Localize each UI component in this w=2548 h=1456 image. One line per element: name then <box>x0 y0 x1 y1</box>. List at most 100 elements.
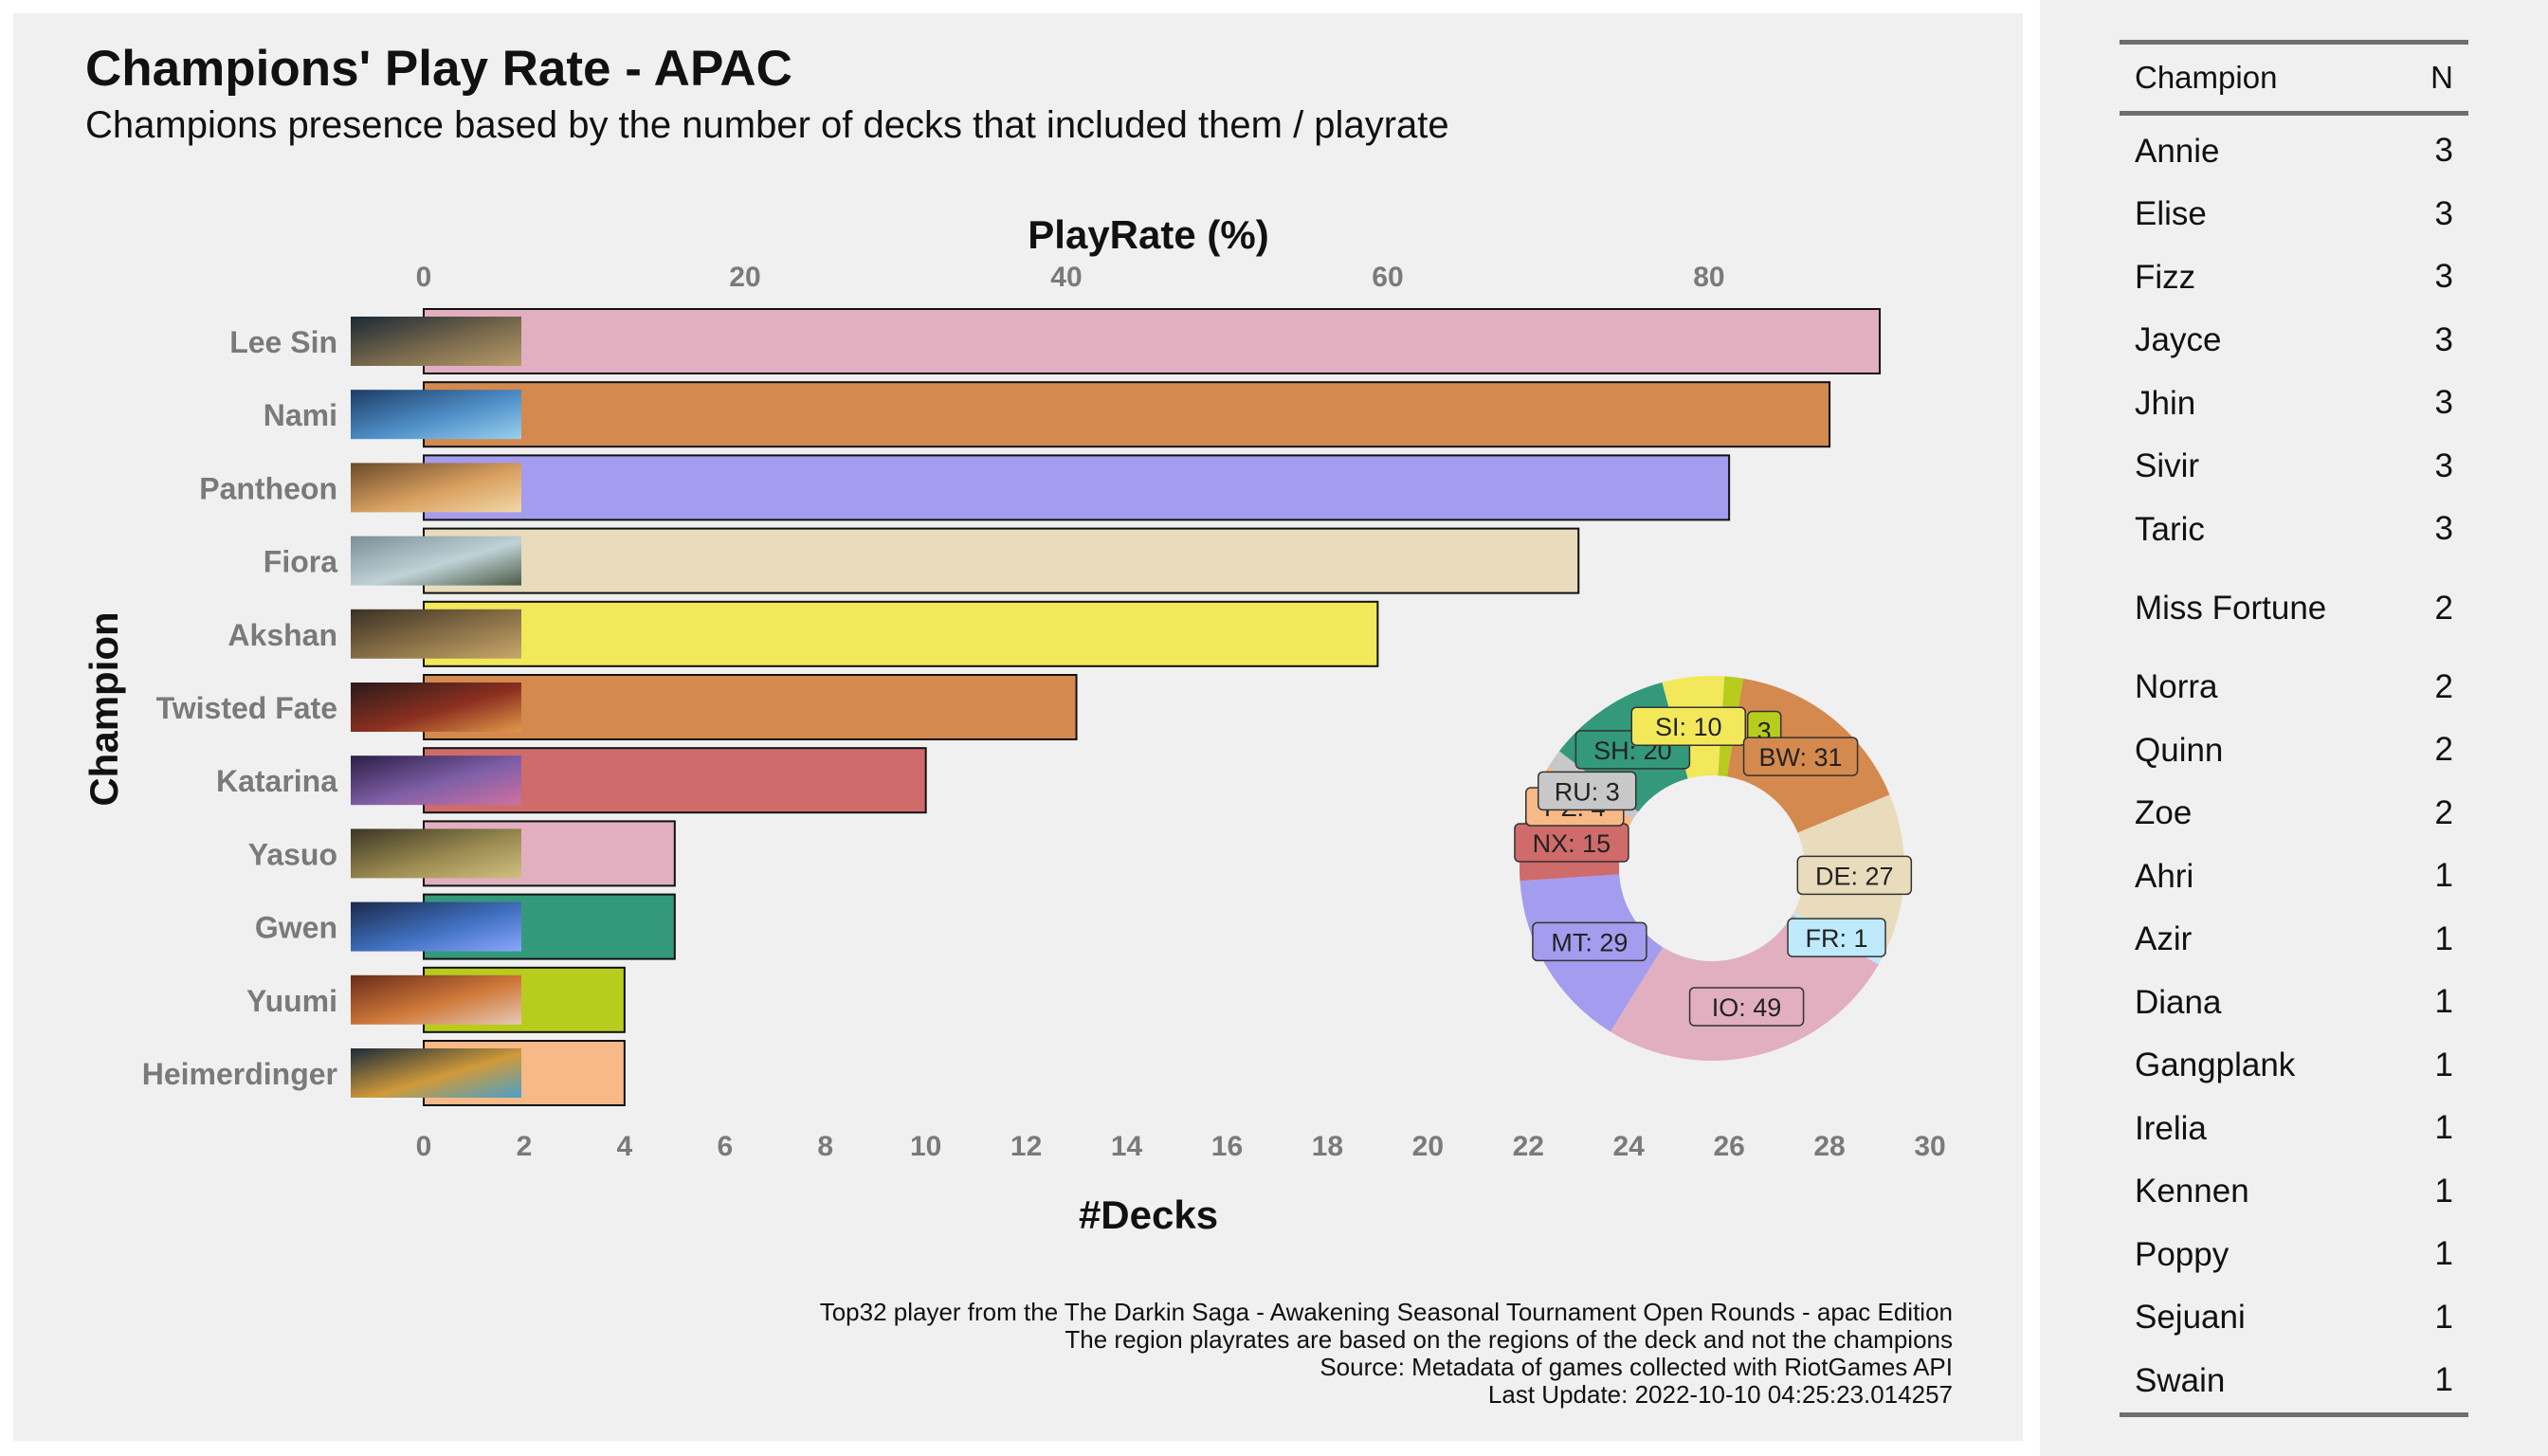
champion-thumbnail <box>351 1048 521 1098</box>
table-cell-n: 3 <box>2434 258 2453 296</box>
table-row: Kennen 1 <box>2120 1160 2468 1224</box>
thumbnail-image <box>351 1048 521 1098</box>
table-row: Swain 1 <box>2120 1349 2468 1412</box>
table-row: Ahri 1 <box>2120 845 2468 908</box>
table-row: Sejuani 1 <box>2120 1286 2468 1350</box>
table-row: Jhin 3 <box>2120 372 2468 435</box>
donut-label: MT: 29 <box>1551 928 1628 956</box>
x-tick-label: 18 <box>1312 1131 1343 1162</box>
donut-label: DE: 27 <box>1815 862 1894 890</box>
top-tick-label: 0 <box>416 262 432 293</box>
champion-thumbnail <box>351 536 521 586</box>
thumbnail-image <box>351 755 521 806</box>
donut-label: SI: 10 <box>1655 713 1722 741</box>
champion-thumbnail <box>351 974 521 1025</box>
category-label: Heimerdinger <box>142 1057 337 1091</box>
x-tick-label: 10 <box>910 1131 941 1162</box>
x-axis-label: #Decks <box>1079 1192 1218 1237</box>
table-row: Poppy 1 <box>2120 1223 2468 1286</box>
bar-akshan <box>423 600 1379 667</box>
x-tick-label: 2 <box>517 1131 533 1162</box>
table-cell-champion: Sivir <box>2135 447 2200 485</box>
table-cell-champion: Elise <box>2135 195 2207 233</box>
champion-thumbnail <box>351 828 521 879</box>
table-cell-n: 3 <box>2434 446 2453 484</box>
champion-thumbnail <box>351 317 521 366</box>
table-cell-n: 3 <box>2434 320 2453 358</box>
caption-line: Last Update: 2022-10-10 04:25:23.014257 <box>1487 1380 1953 1409</box>
caption-line: Top32 player from the The Darkin Saga - … <box>819 1298 1953 1326</box>
bar-pantheon <box>423 454 1731 521</box>
donut-label-box <box>1796 855 1913 896</box>
category-label: Nami <box>264 398 337 432</box>
donut-label: BW: 31 <box>1759 743 1843 772</box>
champion-thumbnail <box>351 463 521 513</box>
table-row: Elise 3 <box>2120 183 2468 246</box>
table-header-n: N <box>2430 60 2453 95</box>
table-cell-champion: Zoe <box>2135 794 2193 832</box>
category-label: Yuumi <box>246 984 337 1018</box>
x-tick-label: 0 <box>416 1131 432 1162</box>
thumbnail-image <box>351 390 521 440</box>
thumbnail-image <box>351 974 521 1025</box>
chart-subtitle: Champions presence based by the number o… <box>85 104 1449 146</box>
champion-thumbnail <box>351 390 521 440</box>
table-cell-n: 1 <box>2434 1109 2453 1147</box>
table-row: Quinn 2 <box>2120 719 2468 782</box>
table-top-rule <box>2120 40 2468 45</box>
category-label: Pantheon <box>199 471 337 505</box>
donut-label-box <box>1532 921 1647 962</box>
thumbnail-image <box>351 536 521 586</box>
category-label: Akshan <box>228 618 337 652</box>
x-tick-label: 8 <box>817 1131 833 1162</box>
table-row: Diana 1 <box>2120 971 2468 1034</box>
donut-label-box <box>1787 918 1886 957</box>
table-cell-champion: Jhin <box>2135 384 2196 422</box>
table-cell-n: 1 <box>2434 1298 2453 1336</box>
donut-label: FR: 1 <box>1806 924 1868 953</box>
top-tick-label: 60 <box>1372 262 1403 293</box>
caption-line: Source: Metadata of games collected with… <box>1320 1353 1953 1381</box>
table-cell-n: 3 <box>2434 510 2453 548</box>
table-cell-n: 1 <box>2434 1046 2453 1083</box>
x-tick-label: 16 <box>1211 1131 1243 1162</box>
x-tick-label: 28 <box>1813 1131 1845 1162</box>
table-cell-champion: Gangplank <box>2135 1046 2296 1084</box>
table-cell-n: 2 <box>2434 667 2453 705</box>
chart-caption: Top32 player from the The Darkin Saga - … <box>820 1299 1953 1409</box>
champion-thumbnail <box>351 609 521 659</box>
thumbnail-image <box>351 901 521 952</box>
x-tick-label: 4 <box>617 1131 633 1162</box>
x-tick-label: 6 <box>717 1131 733 1162</box>
table-header: Champion N <box>2120 45 2468 111</box>
table-cell-champion: Norra <box>2135 668 2218 706</box>
table-row: Zoe 2 <box>2120 782 2468 846</box>
x-tick-label: 30 <box>1914 1131 1945 1162</box>
category-label: Gwen <box>255 911 337 945</box>
table-row: Sivir 3 <box>2120 435 2468 499</box>
bar-lee-sin <box>423 308 1882 374</box>
table-cell-champion: Kennen <box>2135 1173 2249 1210</box>
thumbnail-image <box>351 317 521 366</box>
table-cell-champion: Diana <box>2135 983 2222 1021</box>
category-label: Twisted Fate <box>156 691 337 725</box>
category-label: Katarina <box>216 764 337 798</box>
category-label: Lee Sin <box>229 325 337 359</box>
x-tick-label: 22 <box>1513 1131 1544 1162</box>
table-cell-champion: Swain <box>2135 1361 2226 1399</box>
table-row: Irelia 1 <box>2120 1097 2468 1160</box>
table-cell-champion: Jayce <box>2135 321 2222 359</box>
thumbnail-image <box>351 828 521 879</box>
top-tick-label: 80 <box>1693 262 1724 293</box>
table-header-rule <box>2120 111 2468 116</box>
champion-table: Champion N Annie 3 Elise 3 Fizz 3 Jayce 3 Jhin 3 S… <box>2120 40 2468 1417</box>
table-cell-n: 1 <box>2434 1172 2453 1210</box>
x-tick-label: 24 <box>1613 1131 1646 1162</box>
x-tick-label: 12 <box>1010 1131 1042 1162</box>
table-cell-n: 3 <box>2434 132 2453 170</box>
thumbnail-image <box>351 463 521 513</box>
champion-thumbnail <box>351 682 521 732</box>
table-cell-n: 1 <box>2434 1235 2453 1273</box>
table-body: Annie 3 Elise 3 Fizz 3 Jayce 3 Jhin 3 Sivir 3 Taric 3… <box>2120 116 2468 1412</box>
